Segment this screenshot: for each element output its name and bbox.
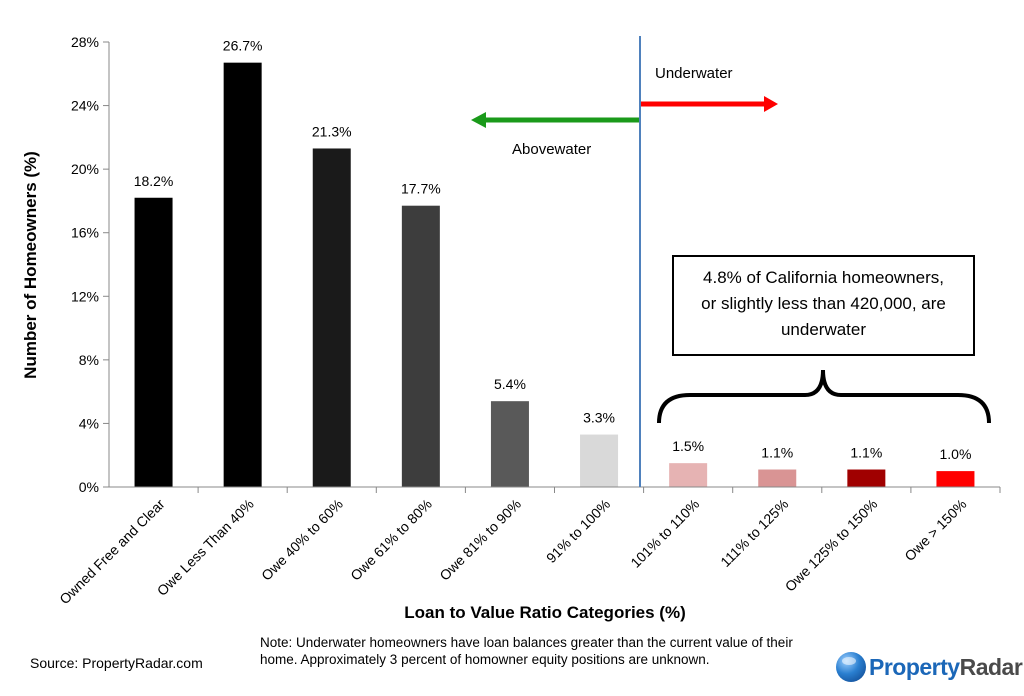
y-tick-label: 0% (79, 479, 99, 495)
underwater-label: Underwater (655, 65, 733, 82)
y-tick-label: 20% (71, 161, 99, 177)
bar-value-label: 1.1% (761, 445, 793, 461)
bar-value-label: 3.3% (583, 410, 615, 426)
bar (580, 434, 619, 487)
x-tick-label: Owe 125% to 150% (782, 496, 881, 595)
source-credit: Source: PropertyRadar.com (30, 655, 203, 671)
y-tick-label: 24% (71, 98, 99, 114)
footnote: Note: Underwater homeowners have loan ba… (260, 635, 793, 667)
x-tick-label: Owe 81% to 90% (436, 496, 524, 584)
logo-wordmark: PropertyRadar (869, 653, 1023, 680)
bar (758, 469, 797, 487)
bar (223, 62, 262, 488)
x-tick-label: 91% to 100% (543, 496, 613, 566)
callout-line-3: underwater (781, 320, 866, 339)
y-axis-ticks: 0% 4% 8% 12% 16% 20% 24% 28% (71, 34, 109, 495)
bar (490, 401, 529, 487)
y-tick-label: 4% (79, 415, 99, 431)
y-tick-label: 16% (71, 225, 99, 241)
y-tick-label: 8% (79, 352, 99, 368)
bar-value-label: 1.1% (850, 445, 882, 461)
bar (134, 197, 173, 487)
globe-icon (836, 652, 866, 682)
y-axis-title: Number of Homeowners (%) (21, 151, 40, 379)
abovewater-label: Abovewater (512, 141, 591, 158)
abovewater-arrow (471, 112, 639, 128)
x-tick-label: 101% to 110% (627, 496, 702, 571)
bar-value-label: 1.5% (672, 438, 704, 454)
bars: 18.2% 26.7% 21.3% 17.7% 5.4% 3.3% 1.5% 1.1% 1.1%… (134, 38, 975, 488)
property-radar-logo: PropertyRadar (836, 649, 1023, 685)
x-tick-label: Owe 61% to 80% (347, 496, 435, 584)
underwater-arrow (641, 96, 778, 112)
bar-value-label: 1.0% (939, 446, 971, 462)
x-tick-label: 111% to 125% (717, 496, 791, 570)
bar (312, 148, 351, 487)
bar (847, 469, 886, 487)
callout-line-1: 4.8% of California homeowners, (703, 268, 944, 287)
x-tick-label: Owe > 150% (901, 496, 969, 564)
bar (669, 463, 708, 487)
bar-value-label: 18.2% (134, 173, 174, 189)
y-tick-label: 28% (71, 34, 99, 50)
callout-line-2: or slightly less than 420,000, are (701, 294, 946, 313)
bar-value-label: 21.3% (312, 123, 352, 139)
x-tick-label: Owe 40% to 60% (258, 496, 346, 584)
bar-value-label: 17.7% (401, 181, 441, 197)
x-axis-title: Loan to Value Ratio Categories (%) (404, 603, 686, 622)
bar-value-label: 26.7% (223, 38, 263, 54)
underwater-bracket (657, 369, 991, 424)
bar-value-label: 5.4% (494, 376, 526, 392)
x-tick-label: Owned Free and Clear (56, 496, 168, 608)
callout-box (672, 255, 975, 356)
y-tick-label: 12% (71, 288, 99, 304)
bar (401, 205, 440, 488)
x-tick-label: Owe Less Than 40% (154, 496, 257, 599)
bar (936, 471, 975, 487)
